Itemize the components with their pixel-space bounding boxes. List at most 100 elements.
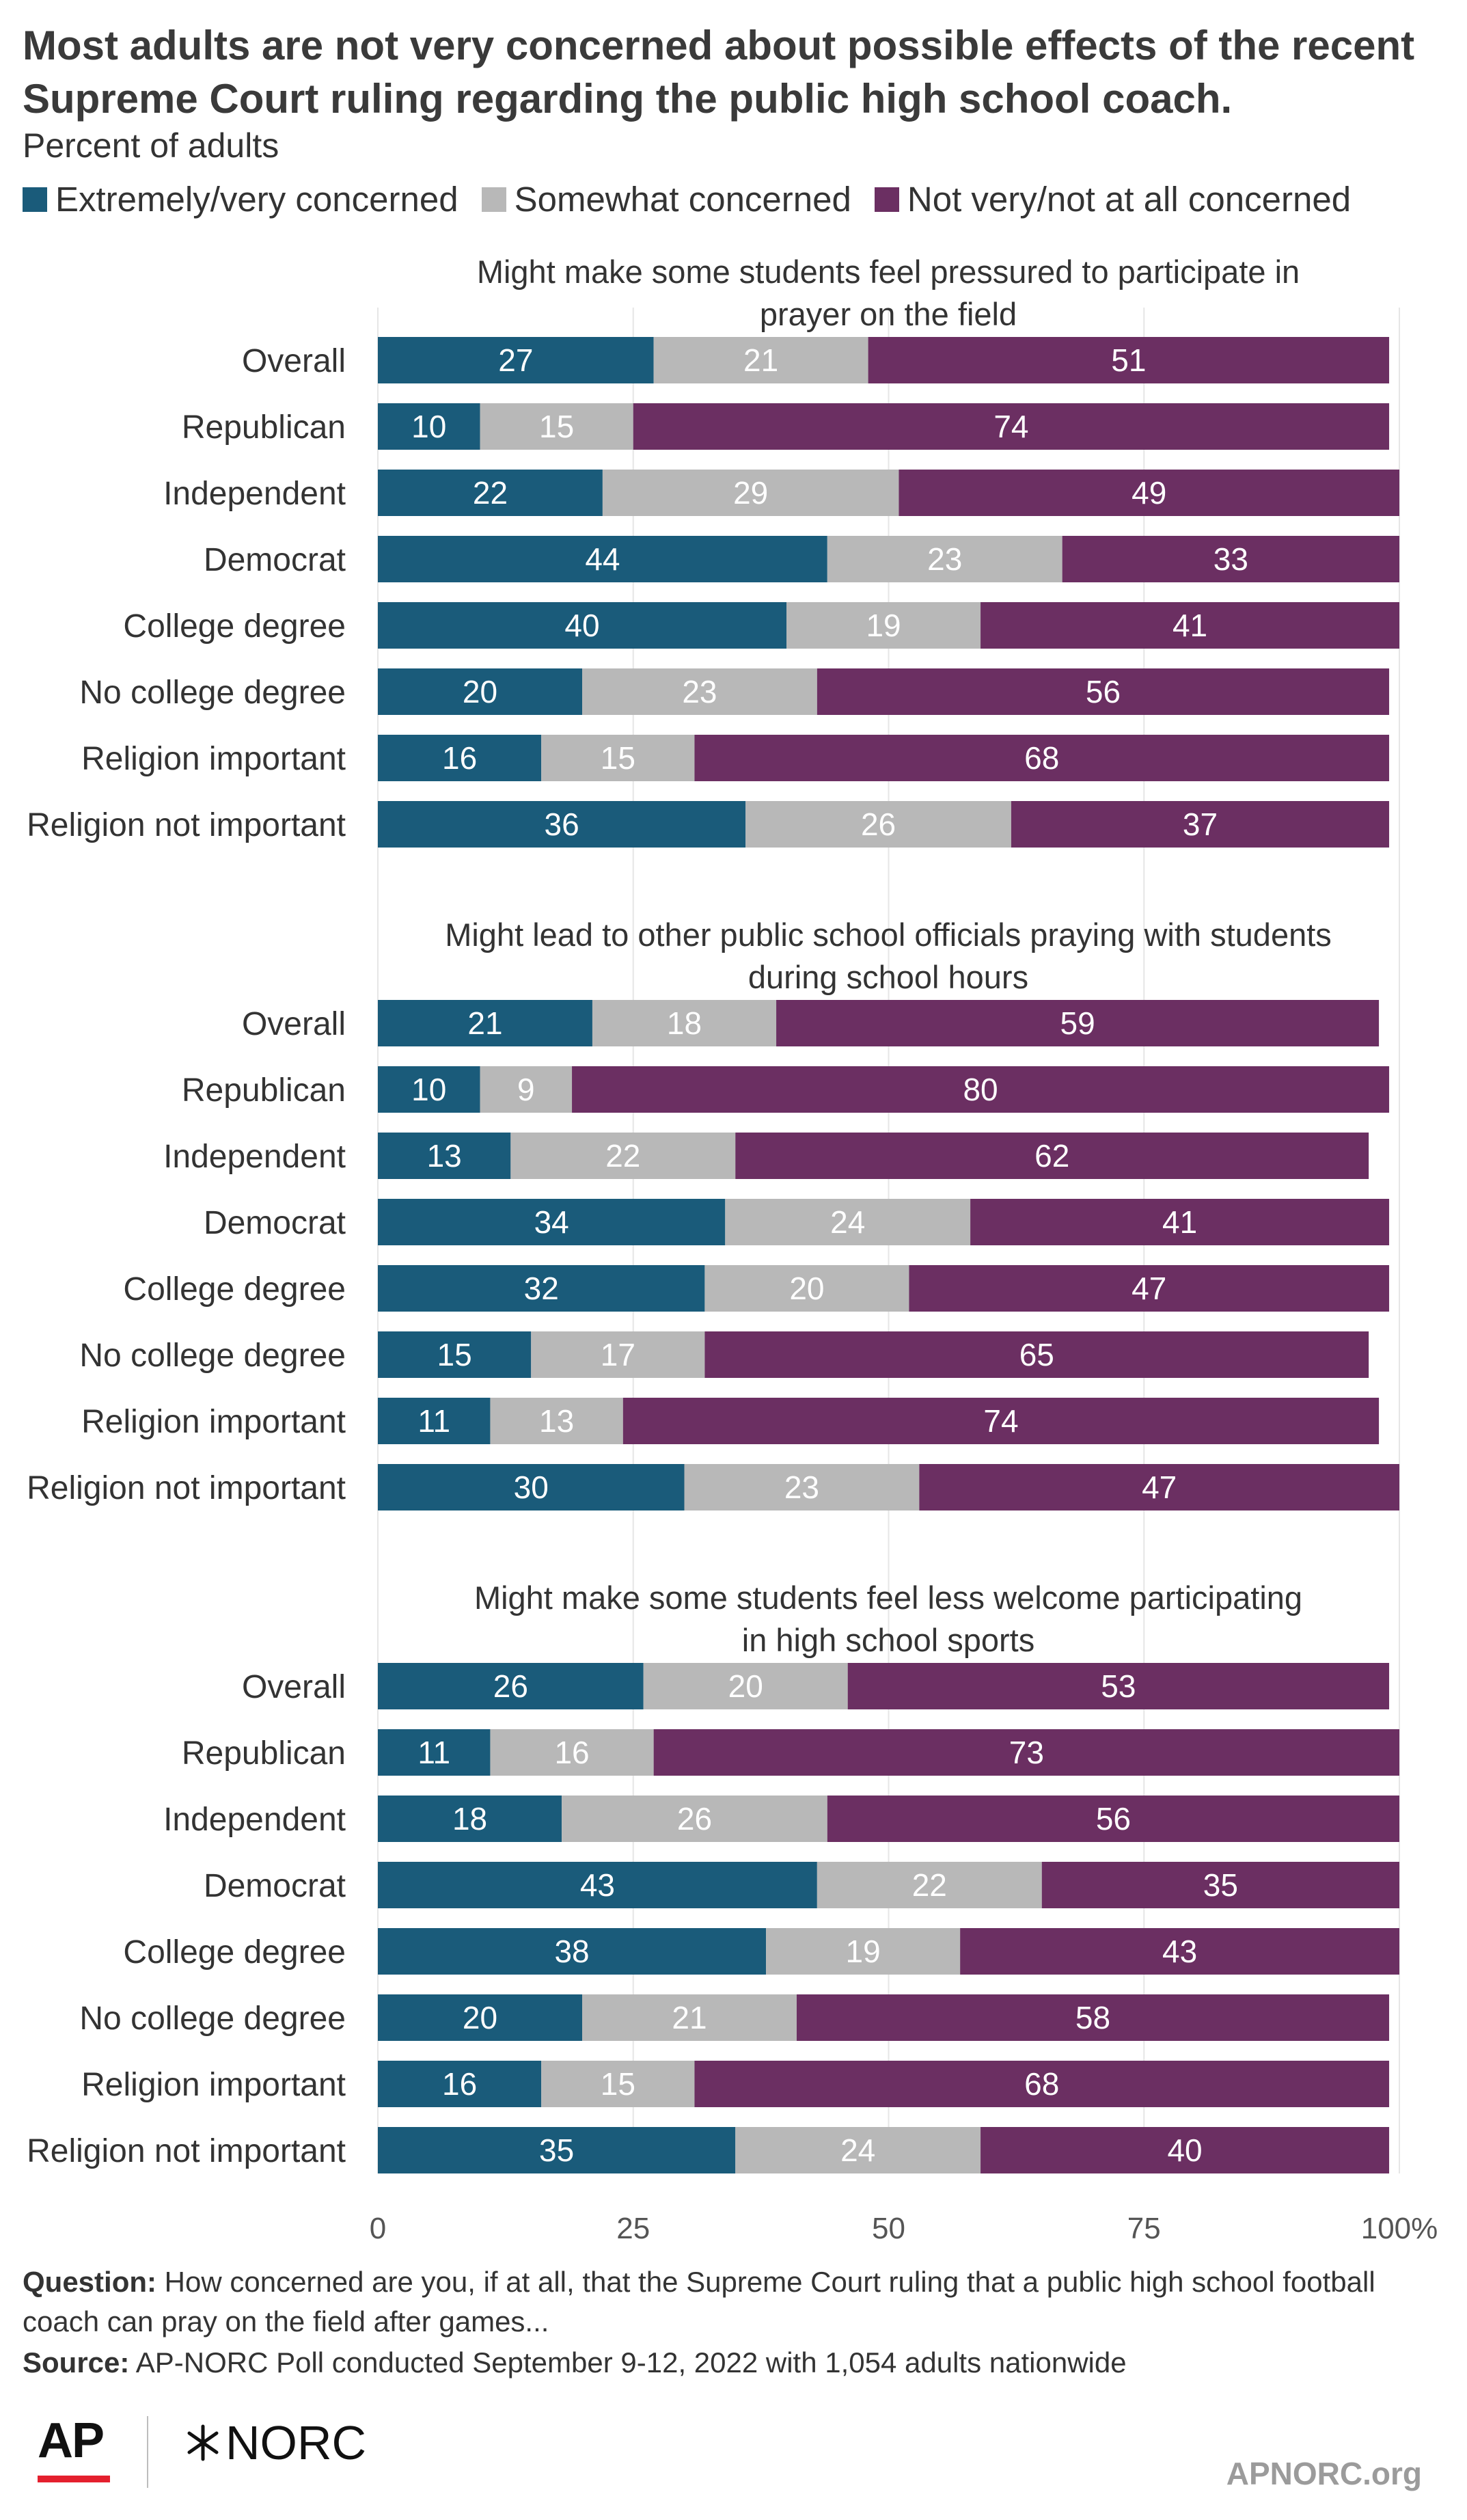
data-label: 17 xyxy=(601,1337,635,1372)
bar-segment xyxy=(378,536,827,582)
legend-swatch xyxy=(481,187,506,212)
data-label: 33 xyxy=(1214,541,1248,577)
data-label: 56 xyxy=(1096,1801,1131,1837)
ap-logo: AP xyxy=(38,2413,105,2468)
data-label: 26 xyxy=(861,807,896,842)
data-label: 40 xyxy=(564,608,599,643)
bar-segment xyxy=(1062,536,1399,582)
data-label: 11 xyxy=(417,1403,450,1439)
bar-segment xyxy=(694,2061,1390,2107)
data-label: 23 xyxy=(784,1469,819,1505)
category-label: Religion important xyxy=(81,1404,346,1440)
bar-segment xyxy=(378,1663,644,1709)
bar-segment xyxy=(960,1928,1399,1975)
category-label: Independent xyxy=(163,476,346,512)
bar-segment xyxy=(766,1928,961,1975)
category-label: Republican xyxy=(182,409,346,446)
data-label: 40 xyxy=(1167,2132,1202,2168)
question-text: How concerned are you, if at all, that t… xyxy=(23,2266,1375,2338)
bar-segment xyxy=(378,1133,511,1179)
bar-segment xyxy=(786,602,981,649)
bar-segment xyxy=(817,668,1390,715)
bar-segment xyxy=(378,1066,480,1113)
category-label: No college degree xyxy=(79,2001,346,2037)
legend-swatch xyxy=(23,187,47,212)
bar-segment xyxy=(531,1331,705,1378)
panel-title-line: Might lead to other public school offici… xyxy=(445,917,1332,953)
category-label: Religion important xyxy=(81,2067,346,2103)
bar-segment xyxy=(378,1862,817,1908)
bar-segment xyxy=(981,602,1399,649)
bar-segment xyxy=(735,2127,981,2173)
bar-segment xyxy=(643,1663,848,1709)
bar-segment xyxy=(868,337,1390,383)
data-label: 9 xyxy=(517,1072,535,1107)
data-label: 20 xyxy=(463,674,497,709)
norc-logo: NORC xyxy=(184,2415,366,2470)
bar-segment xyxy=(480,403,633,450)
category-label: Republican xyxy=(182,1735,346,1772)
bar-segment xyxy=(827,1796,1399,1842)
bar-segment xyxy=(653,1729,1399,1776)
data-label: 20 xyxy=(728,1668,763,1704)
data-label: 13 xyxy=(427,1138,462,1174)
data-label: 18 xyxy=(667,1005,702,1041)
category-label: Religion not important xyxy=(27,807,346,843)
bar-segment xyxy=(919,1464,1399,1510)
bar-segment xyxy=(378,1199,726,1245)
data-label: 47 xyxy=(1132,1271,1166,1306)
bar-segment xyxy=(378,2061,542,2107)
bar-segment xyxy=(378,668,582,715)
data-label: 24 xyxy=(830,1204,865,1240)
question-note: Question: How concerned are you, if at a… xyxy=(23,2262,1451,2342)
bar-segment xyxy=(745,801,1011,848)
bar-segment xyxy=(541,2061,695,2107)
data-label: 29 xyxy=(733,475,768,511)
bar-segment xyxy=(981,2127,1390,2173)
data-label: 10 xyxy=(411,409,446,444)
category-label: College degree xyxy=(123,1934,346,1970)
bar-segment xyxy=(582,668,817,715)
bar-segment xyxy=(592,1000,777,1046)
chart-subtitle: Percent of adults xyxy=(23,126,279,165)
data-label: 20 xyxy=(789,1271,824,1306)
data-label: 34 xyxy=(534,1204,569,1240)
bar-segment xyxy=(378,1464,685,1510)
data-label: 47 xyxy=(1142,1469,1177,1505)
bar-segment xyxy=(541,735,695,781)
panel-title-line: Might make some students feel pressured … xyxy=(477,254,1300,290)
category-label: Overall xyxy=(242,1006,346,1042)
norc-logo-text: NORC xyxy=(225,2416,367,2469)
data-label: 51 xyxy=(1111,342,1146,378)
category-label: Religion not important xyxy=(27,1470,346,1506)
bar-segment xyxy=(378,2127,736,2173)
site-url: APNORC.org xyxy=(1226,2456,1422,2491)
bar-segment xyxy=(817,1862,1042,1908)
bar-segment xyxy=(735,1133,1369,1179)
category-label: College degree xyxy=(123,608,346,645)
category-label: College degree xyxy=(123,1271,346,1308)
x-tick-label: 100% xyxy=(1361,2212,1438,2245)
data-label: 65 xyxy=(1019,1337,1054,1372)
bar-segment xyxy=(562,1796,827,1842)
star-cross-icon xyxy=(187,2424,219,2461)
bar-segment xyxy=(776,1000,1380,1046)
data-label: 32 xyxy=(524,1271,559,1306)
category-label: Independent xyxy=(163,1139,346,1175)
data-label: 41 xyxy=(1173,608,1207,643)
ap-logo-underline xyxy=(38,2476,110,2482)
data-label: 74 xyxy=(983,1403,1018,1439)
bar-segment xyxy=(684,1464,920,1510)
data-label: 56 xyxy=(1086,674,1121,709)
data-label: 35 xyxy=(539,2132,574,2168)
x-tick-label: 0 xyxy=(370,2212,386,2245)
bar-segment xyxy=(378,1729,491,1776)
data-label: 23 xyxy=(927,541,962,577)
data-label: 15 xyxy=(601,2066,635,2102)
question-label: Question: xyxy=(23,2266,156,2298)
bar-segment xyxy=(378,337,654,383)
legend: Extremely/very concerned Somewhat concer… xyxy=(23,179,1374,219)
data-label: 59 xyxy=(1060,1005,1095,1041)
panel-title-line: Might make some students feel less welco… xyxy=(474,1580,1302,1616)
bar-segment xyxy=(653,337,868,383)
